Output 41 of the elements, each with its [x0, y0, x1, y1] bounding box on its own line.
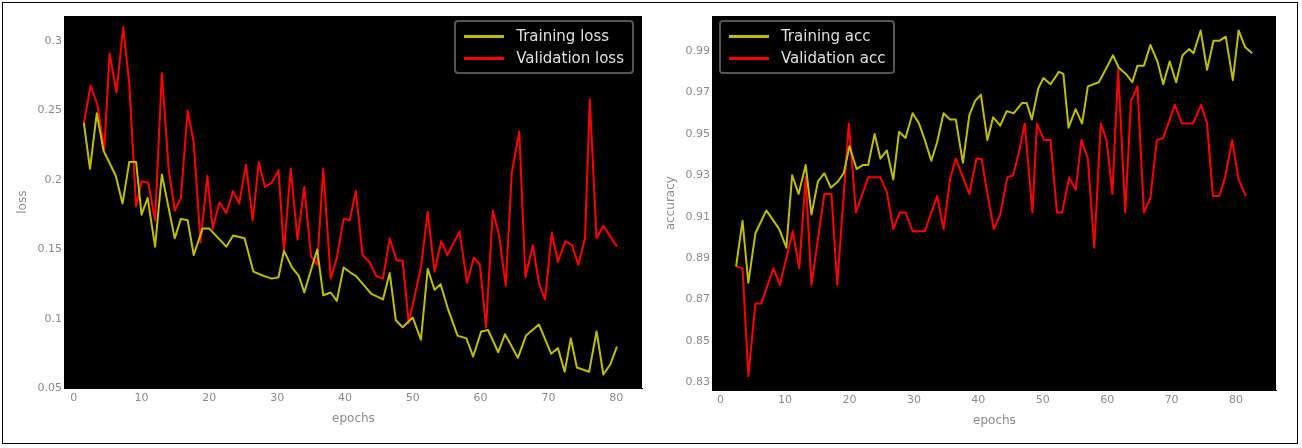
x-tick-label: 0	[70, 390, 78, 404]
y-tick-label: 0.89	[685, 250, 710, 264]
x-tick-label: 60	[1100, 392, 1115, 406]
legend-label: Training acc	[780, 26, 871, 47]
x-tick-label: 0	[717, 392, 725, 406]
x-tick-label: 30	[906, 392, 921, 406]
x-tick-label: 20	[842, 392, 857, 406]
y-tick-label: 0.05	[37, 381, 62, 395]
y-tick-label: 0.25	[37, 103, 62, 117]
x-tick-label: 60	[473, 390, 488, 404]
x-axis-title: epochs	[332, 410, 375, 425]
y-tick-label: 0.91	[685, 209, 710, 223]
y-tick-label: 0.87	[685, 292, 710, 306]
y-axis-title: accuracy	[663, 176, 678, 231]
x-tick-label: 50	[1035, 392, 1050, 406]
x-tick-label: 50	[405, 390, 420, 404]
y-tick-label: 0.85	[685, 333, 710, 347]
x-tick-label: 80	[609, 390, 624, 404]
x-tick-label: 30	[270, 390, 285, 404]
y-tick-label: 0.99	[685, 44, 710, 58]
y-tick-label: 0.1	[44, 311, 62, 325]
x-tick-label: 70	[1164, 392, 1179, 406]
y-tick-label: 0.95	[685, 126, 710, 140]
y-tick-label: 0.97	[685, 85, 710, 99]
y-tick-label: 0.3	[44, 33, 62, 47]
x-tick-label: 10	[134, 390, 149, 404]
legend-label: Validation loss	[516, 48, 624, 69]
x-tick-label: 70	[541, 390, 556, 404]
y-tick-label: 0.93	[685, 168, 710, 182]
x-axis-title: epochs	[973, 412, 1016, 427]
x-tick-label: 40	[337, 390, 352, 404]
y-tick-label: 0.83	[685, 374, 710, 388]
y-tick-label: 0.15	[37, 242, 62, 256]
y-tick-label: 0.2	[44, 172, 62, 186]
legend-label: Training loss	[516, 26, 610, 47]
y-axis-title: loss	[15, 190, 30, 214]
x-tick-label: 20	[202, 390, 217, 404]
x-tick-label: 40	[971, 392, 986, 406]
x-tick-label: 10	[778, 392, 793, 406]
legend-label: Validation acc	[780, 48, 886, 69]
x-tick-label: 80	[1229, 392, 1244, 406]
